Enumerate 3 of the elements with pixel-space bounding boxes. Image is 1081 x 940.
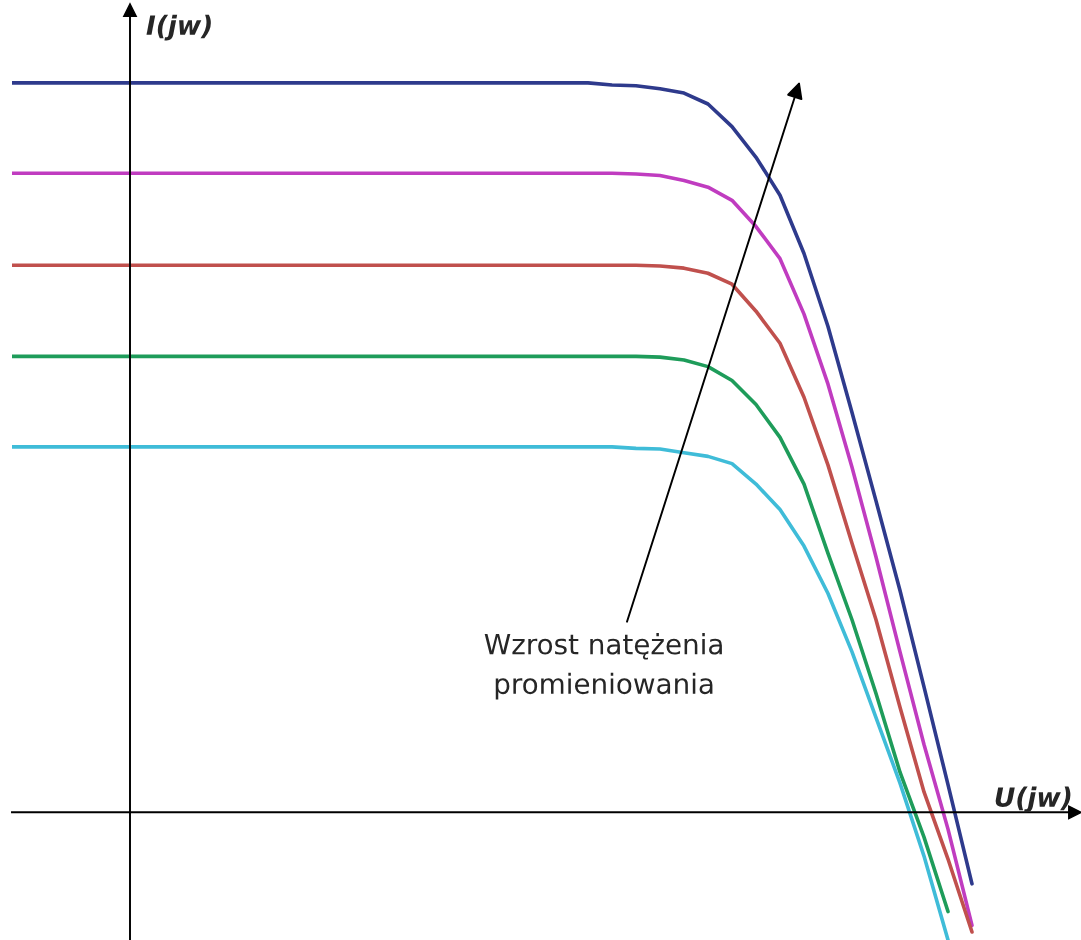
y-axis-title: I(jw) xyxy=(146,14,211,41)
annotation: Wzrost natężenia promieniowania xyxy=(484,633,722,700)
x-axis-title: U(jw) xyxy=(995,786,1071,813)
